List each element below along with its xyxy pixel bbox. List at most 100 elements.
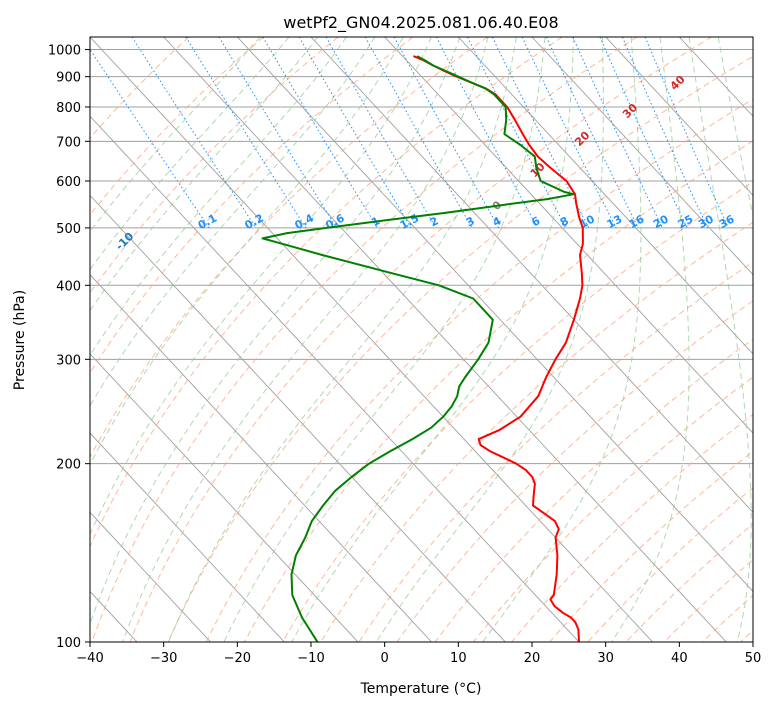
isotherm-line	[310, 37, 753, 513]
moist-adiabat-line	[223, 37, 546, 642]
dry-adiabat-line	[90, 37, 190, 139]
dry-adiabat-line	[90, 37, 414, 374]
dry-adiabat-line	[91, 37, 638, 642]
mixing-ratio-line	[90, 48, 210, 229]
x-tick-label: −20	[224, 651, 251, 666]
mixing-ratio-label: 0.6	[323, 211, 347, 232]
y-tick-label: 200	[56, 458, 81, 473]
isotherm-line	[90, 273, 432, 642]
moist-adiabat-line	[611, 37, 690, 642]
dry-adiabat-line	[90, 37, 488, 458]
dry-adiabat-line	[396, 300, 753, 642]
y-tick-label: 800	[56, 101, 81, 116]
mixing-ratio-line	[393, 37, 500, 229]
mixing-ratio-line	[185, 37, 307, 229]
dry-adiabat-label: -20	[37, 252, 60, 275]
dry-adiabat-line	[663, 559, 753, 642]
isotherm-line	[531, 37, 753, 276]
moist-adiabat-line	[482, 37, 642, 642]
isotherm-line	[90, 37, 653, 642]
dry-adiabat-line	[129, 37, 712, 642]
mixing-ratio-label: 20	[651, 212, 671, 231]
mixing-ratio-line	[262, 37, 378, 229]
y-tick-label: 1000	[48, 44, 81, 59]
moist-adiabat-line	[90, 37, 347, 357]
temperature-line	[413, 55, 584, 642]
dry-adiabat-line	[740, 629, 753, 642]
mixing-ratio-line	[621, 37, 709, 229]
mixing-ratio-line	[131, 37, 257, 229]
profile-series	[261, 55, 584, 642]
dry-adiabat-line	[205, 98, 753, 642]
mixing-ratio-line	[644, 37, 729, 229]
dry-adiabat-line	[473, 376, 753, 642]
isotherm-line	[605, 37, 753, 197]
x-tick-label: −10	[297, 651, 324, 666]
dry-adiabat-line	[320, 221, 753, 642]
moist-adiabat-line	[375, 37, 604, 642]
isotherm-line	[90, 511, 211, 642]
y-axis-title: Pressure (hPa)	[12, 290, 28, 390]
moist-adiabat-line	[90, 37, 461, 626]
mixing-ratio-label: 0.2	[243, 211, 266, 232]
dry-adiabat-line	[90, 37, 339, 294]
moist-adiabat-line	[90, 37, 376, 407]
mixing-ratio-label: 8	[558, 214, 571, 229]
x-tick-label: 0	[381, 651, 389, 666]
dry-adiabat-line	[167, 55, 753, 642]
dewpoint-line	[261, 55, 575, 642]
moist-adiabat-label: 20	[572, 129, 592, 149]
mixing-ratio-label: 16	[627, 212, 647, 231]
isotherm-line	[90, 194, 506, 642]
moist-adiabat-line	[291, 37, 575, 642]
moist-adiabat-line	[122, 37, 489, 642]
mixing-ratio-line	[364, 37, 473, 229]
mixing-ratio-line	[599, 37, 688, 229]
moist-adiabat-line	[717, 37, 753, 219]
isotherm-line	[0, 37, 63, 642]
dry-adiabat-line	[701, 594, 753, 642]
x-tick-label: 40	[671, 651, 688, 666]
mixing-ratio-label: 1.5	[398, 211, 421, 232]
dry-adiabat-line	[282, 181, 753, 642]
y-tick-label: 500	[56, 222, 81, 237]
axes: −40 −30 −20 −10 0 10 20 30 40 5010020030040050060…	[48, 44, 761, 666]
y-tick-label: 700	[56, 135, 81, 150]
chart-title: wetPf2_GN04.2025.081.06.40.E08	[283, 13, 558, 33]
mixing-ratio-line	[491, 37, 590, 229]
moist-adiabat-line	[168, 37, 517, 642]
dry-adiabat-line	[90, 37, 563, 548]
x-tick-label: −30	[150, 651, 177, 666]
mixing-ratio-label: 0.1	[196, 212, 219, 233]
isotherm-line	[236, 37, 753, 593]
line-labels: 0.10.20.40.611.52346810131620253036-100-…	[37, 73, 737, 275]
moist-adiabat-line	[90, 37, 319, 312]
isotherm-line	[163, 37, 727, 642]
isotherm-line	[90, 353, 359, 642]
mixing-ratio-label: 3	[464, 214, 477, 229]
dry-adiabat-line	[90, 37, 264, 216]
isotherm-line	[384, 37, 753, 434]
x-tick-label: 20	[524, 651, 541, 666]
y-tick-label: 400	[56, 279, 81, 294]
y-tick-label: 100	[56, 636, 81, 651]
moist-adiabat-line	[688, 37, 752, 642]
mixing-ratio-label: 6	[529, 214, 542, 229]
plot-frame	[89, 36, 754, 643]
dry-adiabat-line	[434, 338, 753, 642]
x-tick-label: −40	[76, 651, 103, 666]
isotherm-line	[90, 115, 580, 642]
mixing-ratio-line	[298, 37, 412, 229]
moist-adiabat-label: 40	[668, 73, 688, 93]
y-tick-label: 600	[56, 175, 81, 190]
y-tick-label: 900	[56, 71, 81, 86]
background-grid	[0, 37, 753, 642]
mixing-ratio-label: 2	[428, 214, 441, 229]
mixing-ratio-line	[218, 37, 338, 229]
mixing-ratio-line	[435, 37, 538, 229]
moist-adiabat-line	[90, 37, 404, 466]
mixing-ratio-label: 36	[717, 212, 737, 231]
y-tick-label: 300	[56, 353, 81, 368]
mixing-ratio-label: 25	[676, 212, 696, 231]
